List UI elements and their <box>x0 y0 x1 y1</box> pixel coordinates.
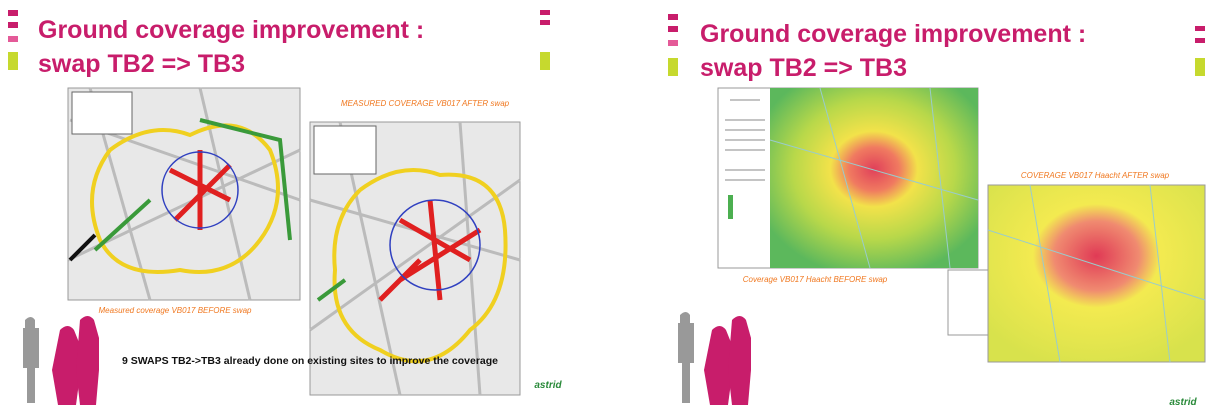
caption: MEASURED COVERAGE VB017 AFTER swap <box>341 99 510 108</box>
people <box>678 312 751 405</box>
bullet <box>540 52 550 70</box>
slide-2: Ground coverage improvement : swap TB2 =… <box>668 14 1205 408</box>
bullet <box>668 58 678 76</box>
bullet <box>8 36 18 42</box>
bullet <box>540 10 550 15</box>
note: 9 SWAPS TB2->TB3 already done on existin… <box>122 355 498 367</box>
bullet <box>1195 58 1205 76</box>
bullet <box>668 26 678 32</box>
bullet <box>540 20 550 25</box>
logo: astrid <box>534 380 562 391</box>
bullet <box>668 40 678 46</box>
caption: COVERAGE VB017 Haacht AFTER swap <box>1021 171 1170 180</box>
caption: Coverage VB017 Haacht BEFORE swap <box>743 275 888 284</box>
slides: Ground coverage improvement : swap TB2 =… <box>0 0 1210 409</box>
bullet <box>8 22 18 28</box>
bullet <box>1195 26 1205 31</box>
map-before <box>718 88 978 268</box>
map-after <box>948 185 1205 362</box>
map-before <box>68 88 300 300</box>
bullet <box>668 14 678 20</box>
bullet <box>1195 38 1205 43</box>
people <box>23 316 99 405</box>
logo: astrid <box>1169 397 1197 408</box>
bullet <box>8 52 18 70</box>
title: swap TB2 => TB3 <box>38 50 245 78</box>
title: swap TB2 => TB3 <box>700 54 907 82</box>
title: Ground coverage improvement : <box>700 20 1086 48</box>
title: Ground coverage improvement : <box>38 16 424 44</box>
caption: Measured coverage VB017 BEFORE swap <box>99 306 253 315</box>
slide-1: Ground coverage improvement : swap TB2 =… <box>8 10 563 405</box>
bullet <box>8 10 18 16</box>
